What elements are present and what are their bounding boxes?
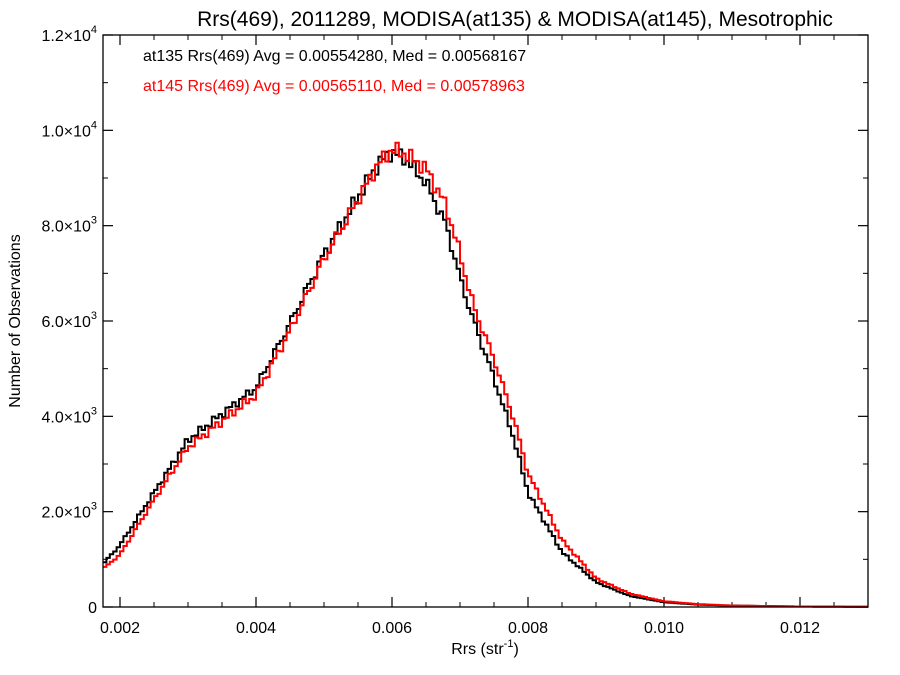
x-axis-label-close: ) <box>513 641 518 658</box>
x-tick-label: 0.004 <box>236 620 276 637</box>
series-layer <box>103 141 868 608</box>
legend-entry-at145: at145 Rrs(469) Avg = 0.00565110, Med = 0… <box>143 78 525 95</box>
x-tick-labels: 0.002 0.004 0.006 0.008 0.010 0.012 <box>100 620 820 637</box>
x-axis-label-superscript: -1 <box>504 638 514 650</box>
x-tick-label: 0.006 <box>372 620 412 637</box>
y-tick-label: 2.0×103 <box>41 501 97 522</box>
y-tick-label: 1.2×104 <box>41 24 97 45</box>
x-tick-label: 0.010 <box>644 620 684 637</box>
x-tick-label: 0.002 <box>100 620 140 637</box>
y-tick-labels: 0 2.0×103 4.0×103 6.0×103 8.0×103 1.0×104 1.2×… <box>41 24 97 617</box>
y-tick-label: 1.0×104 <box>41 119 97 140</box>
y-axis-label: Number of Observations <box>7 234 24 407</box>
y-tick-label: 8.0×103 <box>41 215 97 236</box>
chart-title: Rrs(469), 2011289, MODISA(at135) & MODIS… <box>197 8 833 31</box>
y-tick-label: 4.0×103 <box>41 405 97 426</box>
x-axis-label: Rrs (str-1) <box>451 638 519 658</box>
x-tick-label: 0.012 <box>780 620 820 637</box>
series-line-at145 <box>103 141 868 608</box>
plot-frame <box>102 34 869 608</box>
axis-ticks <box>103 34 868 608</box>
y-tick-label: 0 <box>88 600 97 617</box>
y-tick-label: 6.0×103 <box>41 310 97 331</box>
x-axis-label-main: Rrs (str <box>451 641 504 658</box>
x-tick-label: 0.008 <box>508 620 548 637</box>
series-line-at135 <box>103 148 868 608</box>
legend-entry-at135: at135 Rrs(469) Avg = 0.00554280, Med = 0… <box>143 48 526 65</box>
